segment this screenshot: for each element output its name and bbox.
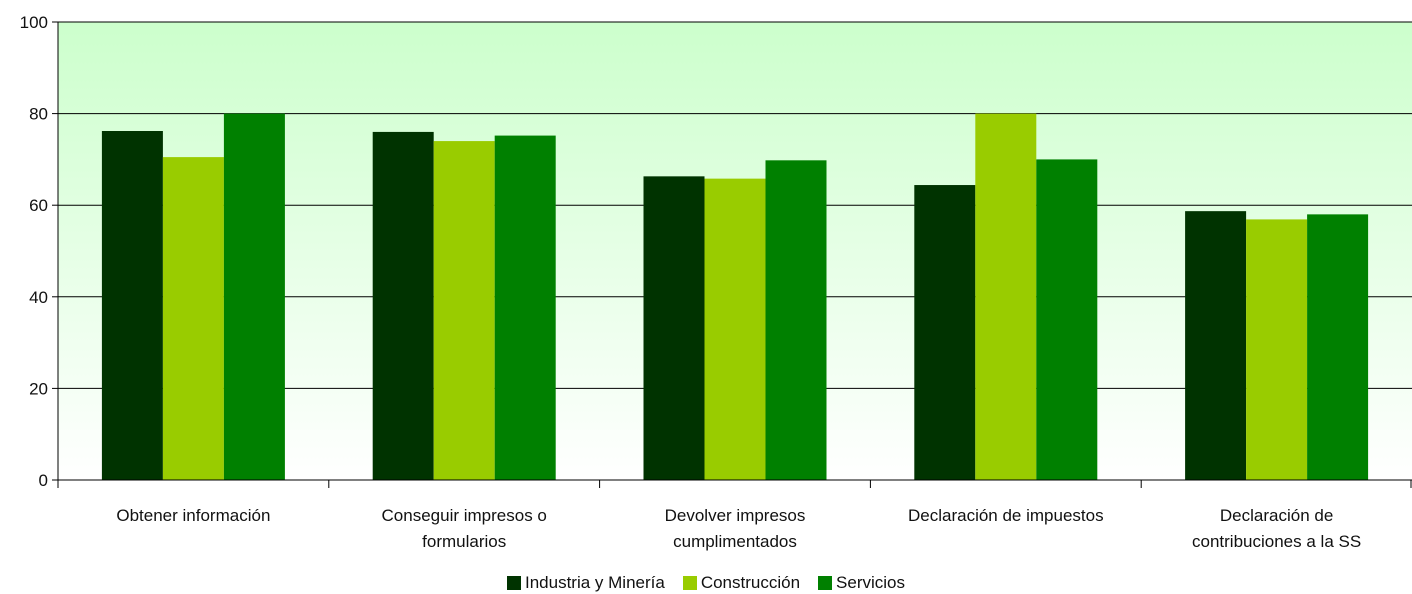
bar-1-4 (1246, 219, 1308, 480)
bar-1-1 (433, 141, 495, 480)
legend-label-1: Construcción (700, 573, 801, 592)
bar-0-2 (643, 176, 705, 480)
legend-item-0: Industria y Minería (506, 573, 665, 593)
legend-swatch-1 (682, 576, 697, 590)
x-tick-label-2: Devolver impresos cumplimentados (665, 506, 806, 551)
legend-label-2: Servicios (836, 573, 906, 592)
y-tick-label-4: 80 (29, 105, 48, 124)
x-tick-label-4: Declaración de contribuciones a la SS (1192, 506, 1361, 551)
bars (101, 113, 1369, 481)
bar-0-4 (1185, 211, 1247, 481)
bar-0-0 (101, 131, 163, 480)
bar-1-3 (975, 113, 1037, 480)
bar-0-3 (914, 185, 976, 480)
bar-2-0 (223, 113, 285, 480)
bar-2-1 (494, 135, 556, 481)
bar-2-3 (1036, 159, 1098, 480)
x-tick-label-3: Declaración de impuestos (908, 506, 1104, 525)
bar-2-2 (765, 160, 827, 481)
legend-swatch-0 (506, 576, 521, 590)
axes (52, 21, 1412, 488)
bar-0-1 (372, 131, 434, 481)
bar-2-4 (1307, 214, 1369, 481)
x-tick-label-0: Obtener información (116, 506, 270, 525)
legend-label-0: Industria y Minería (524, 573, 665, 592)
y-tick-label-2: 40 (29, 288, 48, 307)
y-tick-label-1: 20 (29, 379, 48, 398)
y-tick-label-0: 0 (39, 471, 48, 490)
bar-1-2 (704, 178, 766, 481)
y-tick-labels: 0 20 40 60 80 100 (20, 13, 48, 490)
legend-swatch-2 (818, 576, 833, 590)
bar-1-0 (162, 157, 224, 481)
legend: Industria y Minería Construcción Servicios (0, 572, 1412, 594)
legend-item-1: Construcción (682, 573, 801, 593)
y-tick-label-3: 60 (29, 196, 48, 215)
legend-item-2: Servicios (818, 573, 905, 593)
x-tick-label-1: Conseguir impresos o formularios (382, 506, 547, 551)
y-tick-label-5: 100 (20, 13, 48, 32)
